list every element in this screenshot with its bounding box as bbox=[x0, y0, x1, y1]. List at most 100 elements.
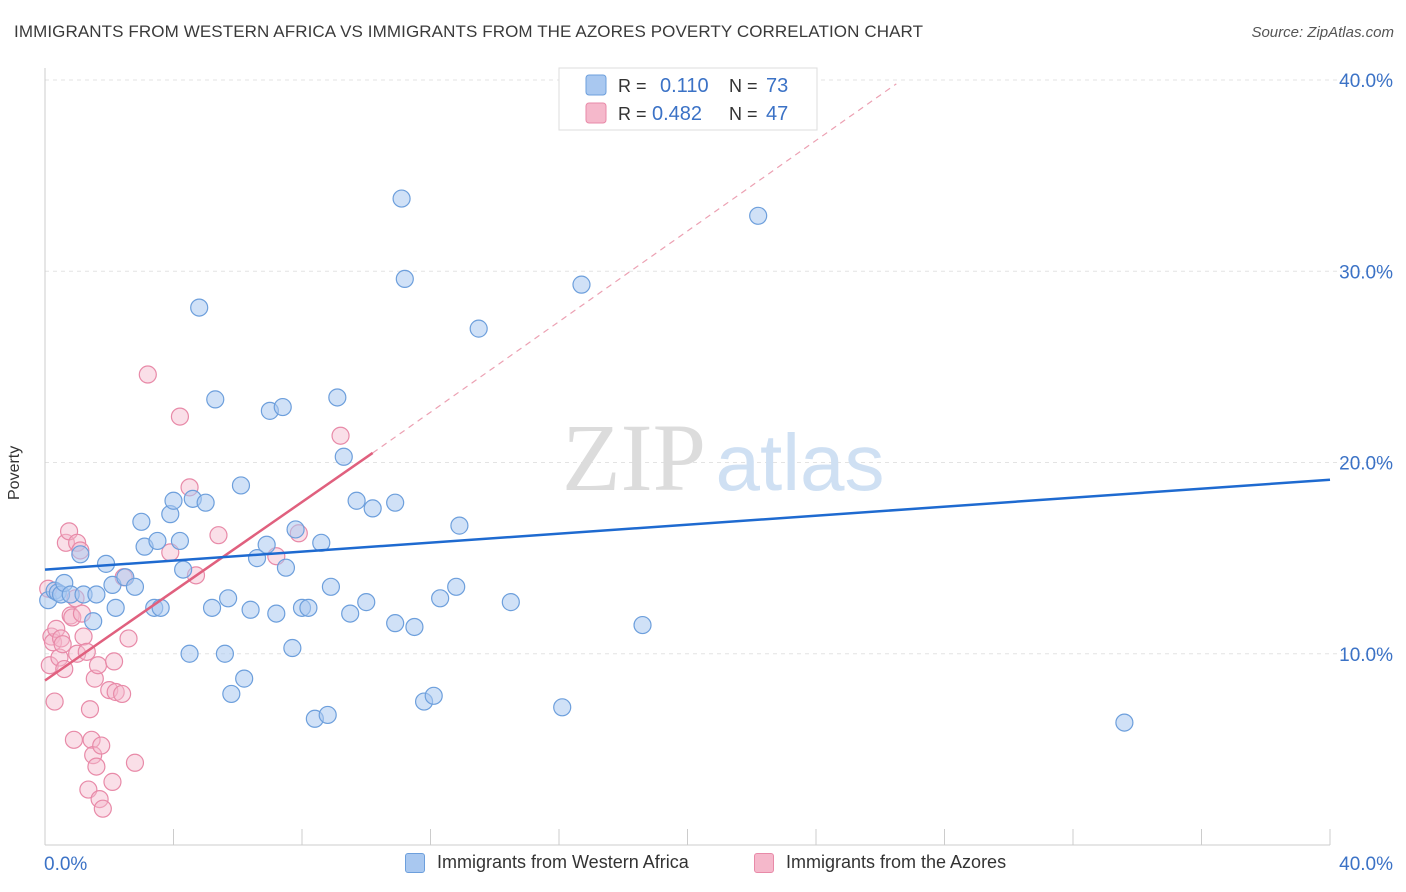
western-africa-point bbox=[321, 577, 341, 596]
azores-point bbox=[119, 629, 138, 648]
western-africa-point bbox=[633, 615, 652, 635]
western-africa-point bbox=[431, 589, 450, 608]
western-africa-point bbox=[151, 598, 170, 617]
azores-point bbox=[106, 682, 125, 702]
western-africa-point bbox=[447, 577, 466, 596]
y-tick-label: 40.0% bbox=[1339, 71, 1393, 92]
western-africa-point bbox=[395, 269, 414, 288]
legend-n-value-1: 73 bbox=[766, 75, 788, 97]
azores-point bbox=[112, 684, 132, 704]
western-africa-points bbox=[39, 189, 1134, 732]
azores-point bbox=[47, 619, 66, 638]
azores-point bbox=[209, 526, 228, 545]
western-africa-point bbox=[286, 520, 305, 539]
western-africa-point bbox=[299, 598, 318, 617]
western-africa-point bbox=[392, 189, 411, 208]
azores-point bbox=[63, 608, 82, 627]
western-africa-point bbox=[363, 499, 382, 518]
legend-label-western-africa: Immigrants from Western Africa bbox=[437, 852, 689, 872]
western-africa-point bbox=[501, 593, 520, 612]
azores-point bbox=[103, 772, 122, 791]
western-africa-point bbox=[424, 686, 443, 705]
azores-trend-extension bbox=[372, 83, 897, 454]
watermark-atlas: atlas bbox=[716, 418, 885, 507]
x-tick-label: 0.0% bbox=[44, 854, 87, 875]
western-africa-point bbox=[190, 298, 209, 317]
azores-point bbox=[80, 700, 100, 719]
gridlines bbox=[45, 79, 1392, 655]
azores-point bbox=[40, 656, 59, 675]
legend-r-value-1: 0.110 bbox=[660, 75, 709, 97]
azores-point bbox=[170, 407, 190, 426]
western-africa-point bbox=[71, 545, 90, 564]
western-africa-point bbox=[334, 447, 353, 466]
western-africa-point bbox=[202, 598, 222, 617]
western-africa-point bbox=[235, 669, 254, 688]
legend-swatch-western-africa bbox=[405, 852, 425, 873]
western-africa-point bbox=[347, 491, 366, 510]
azores-point bbox=[90, 789, 109, 809]
watermark-zip: ZIP bbox=[562, 404, 706, 511]
legend-n-value-2: 47 bbox=[766, 103, 788, 125]
western-africa-point bbox=[273, 397, 292, 417]
legend-swatch-pink bbox=[585, 102, 607, 124]
azores-point bbox=[85, 669, 104, 688]
western-africa-point bbox=[276, 558, 296, 577]
azores-point bbox=[53, 635, 72, 654]
y-tick-label: 30.0% bbox=[1339, 262, 1393, 283]
legend-swatch-blue bbox=[585, 74, 607, 96]
trend-lines bbox=[44, 83, 1331, 682]
western-africa-point bbox=[174, 560, 193, 579]
western-africa-trend-line bbox=[44, 478, 1331, 571]
azores-point bbox=[88, 656, 108, 675]
azores-point bbox=[50, 648, 69, 667]
western-africa-point bbox=[257, 535, 276, 554]
western-africa-point bbox=[267, 604, 286, 623]
western-africa-point bbox=[106, 598, 125, 617]
western-africa-point bbox=[386, 493, 405, 512]
legend-n-label-1: N = bbox=[729, 76, 758, 96]
legend-swatch-azores bbox=[754, 852, 774, 873]
western-africa-point bbox=[469, 319, 488, 338]
azores-trend-line bbox=[44, 451, 374, 682]
western-africa-point bbox=[386, 614, 405, 633]
tick-labels: 10.0% 20.0% 30.0% 40.0% 0.0% 40.0% bbox=[44, 71, 1393, 875]
azores-point bbox=[138, 365, 157, 384]
western-africa-point bbox=[196, 493, 215, 512]
legend-r-label-2: R = bbox=[618, 104, 647, 124]
legend-item-western-africa: Immigrants from Western Africa bbox=[405, 852, 689, 873]
western-africa-point bbox=[87, 585, 106, 604]
western-africa-point bbox=[405, 617, 424, 637]
y-tick-label: 10.0% bbox=[1339, 645, 1393, 666]
western-africa-point bbox=[572, 275, 591, 294]
azores-point bbox=[64, 730, 84, 749]
western-africa-point bbox=[206, 390, 225, 409]
legend-label-azores: Immigrants from the Azores bbox=[786, 852, 1007, 872]
western-africa-point bbox=[84, 612, 103, 631]
bottom-legend: Immigrants from Western Africa Immigrant… bbox=[0, 852, 1406, 878]
azores-point bbox=[74, 627, 93, 646]
western-africa-point bbox=[241, 600, 260, 619]
western-africa-point bbox=[450, 516, 469, 535]
western-africa-point bbox=[219, 589, 238, 608]
western-africa-point bbox=[749, 206, 768, 225]
legend-n-label-2: N = bbox=[729, 104, 758, 124]
western-africa-point bbox=[341, 604, 360, 623]
chart-title: IMMIGRANTS FROM WESTERN AFRICA VS IMMIGR… bbox=[14, 22, 924, 41]
western-africa-point bbox=[1115, 713, 1134, 732]
western-africa-point bbox=[164, 491, 183, 510]
azores-point bbox=[87, 757, 106, 776]
western-africa-point bbox=[215, 644, 234, 663]
western-africa-point bbox=[148, 531, 167, 551]
azores-point bbox=[331, 426, 350, 445]
western-africa-point bbox=[357, 593, 376, 612]
azores-point bbox=[82, 730, 101, 749]
western-africa-point bbox=[170, 531, 190, 551]
y-tick-label: 20.0% bbox=[1339, 454, 1393, 475]
source-label: Source: ZipAtlas.com bbox=[1251, 24, 1394, 41]
legend-r-value-2: 0.482 bbox=[652, 103, 702, 125]
azores-point bbox=[93, 799, 112, 818]
azores-point bbox=[92, 736, 111, 755]
western-africa-point bbox=[125, 577, 145, 596]
